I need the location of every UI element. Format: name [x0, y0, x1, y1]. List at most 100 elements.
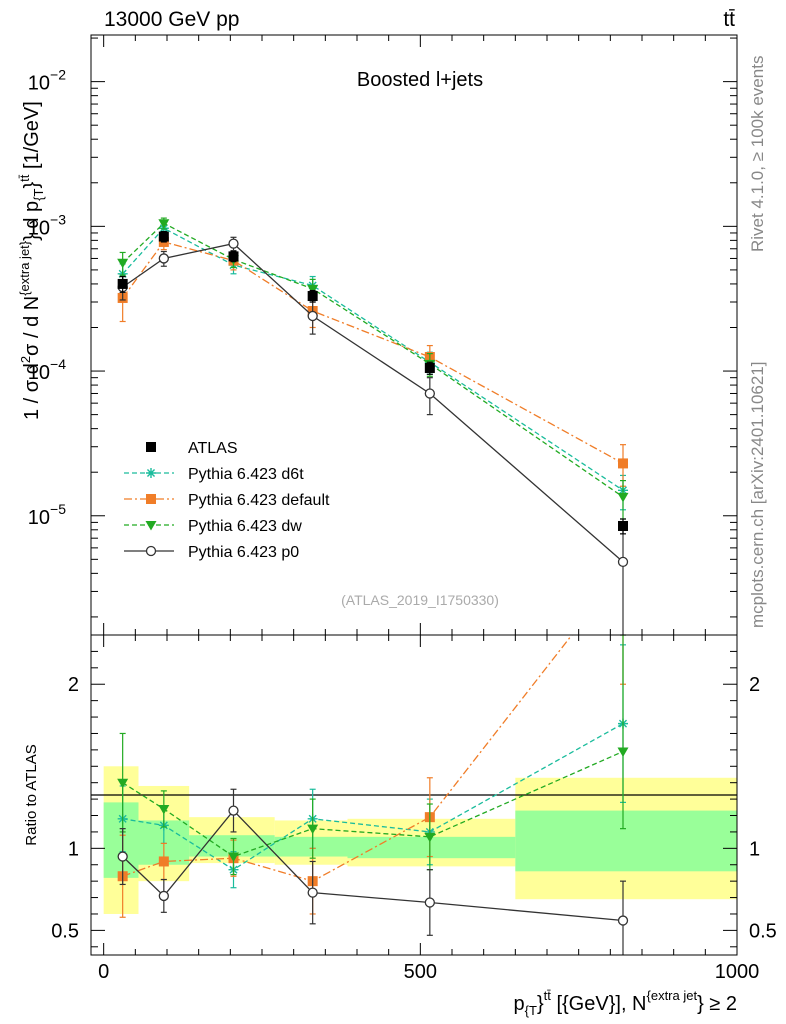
- analysis-id-label: (ATLAS_2019_I1750330): [341, 592, 499, 608]
- ratio-y-tick-label-right: 2: [749, 674, 760, 696]
- legend-entry: Pythia 6.423 dw: [124, 518, 302, 535]
- legend-marker: [146, 442, 156, 452]
- data-point: [617, 492, 629, 503]
- data-point: [617, 556, 629, 568]
- ratio-series-line: [122, 723, 624, 871]
- ratio-plot-frame: [90, 634, 738, 956]
- main-axis-ticks: 10−510−410−310−2: [28, 35, 738, 635]
- x-tick-label: 0: [98, 961, 109, 983]
- x-tick-label: 1000: [715, 961, 760, 983]
- ratio-data-point: [307, 887, 318, 898]
- ylabel-part-2: 2: [18, 356, 33, 363]
- data-point: [228, 238, 239, 249]
- main-y-tick-label: 10−2: [28, 67, 66, 95]
- legend-marker: [146, 468, 156, 478]
- ratio-data-point: [424, 897, 435, 908]
- ratio-data-point: [617, 747, 629, 758]
- ratio-data-point: [158, 890, 169, 902]
- ratio-axis-ticks: 0.5 0.5 1 1 2 2 0 500 1000: [51, 635, 777, 983]
- xlabel-part-3: }: [537, 993, 544, 1015]
- series-line: [122, 227, 624, 491]
- ratio-series-line: [122, 635, 573, 882]
- main-y-tick-label: 10−3: [28, 211, 66, 239]
- main-y-tick-label-exp: −4: [50, 356, 66, 372]
- x-axis-label: p{T}tt̄ [{GeV}], N{extra jet} ≥ 2: [514, 988, 737, 1018]
- ratio-series-line: [122, 750, 624, 858]
- ratio-data-point: [228, 805, 239, 816]
- main-y-tick-label-base: 10: [28, 362, 50, 384]
- data-point: [307, 291, 318, 302]
- legend-label: Pythia 6.423 p0: [188, 544, 299, 561]
- data-point: [117, 258, 129, 269]
- ratio-series-pythia-6-423-p0: [117, 788, 629, 955]
- main-y-tick-label-exp: −3: [50, 211, 66, 227]
- data-point: [117, 278, 128, 289]
- legend-label: Pythia 6.423 d6t: [188, 466, 304, 483]
- series-line: [122, 241, 624, 464]
- header-right-text: tt̄: [723, 8, 735, 31]
- data-point: [307, 284, 319, 295]
- xlabel-part-8: ≥ 2: [704, 993, 737, 1015]
- xlabel-part-5: [{GeV}], N: [551, 993, 647, 1015]
- ylabel-part-3: σ / d N: [21, 296, 43, 356]
- series-line: [122, 222, 624, 498]
- legend-label: ATLAS: [188, 440, 238, 457]
- ylabel-part-4: {extra jet}: [17, 240, 32, 296]
- main-y-tick-label-base: 10: [28, 217, 50, 239]
- xlabel-part-1: p: [514, 993, 525, 1015]
- ratio-data-point: [307, 824, 319, 835]
- legend-marker: [145, 545, 157, 557]
- ratio-y-tick-label-right: 0.5: [749, 920, 777, 942]
- data-point: [618, 458, 628, 469]
- legend-entry: Pythia 6.423 default: [124, 492, 330, 509]
- main-y-tick-label: 10−5: [28, 501, 66, 529]
- ylabel-part-9: [1/GeV]: [21, 101, 43, 174]
- x-tick-label: 500: [404, 961, 437, 983]
- rivet-version-label: Rivet 4.1.0, ≥ 100k events: [748, 56, 767, 252]
- y-axis-label: 1 / σ d2σ / d N{extra jet}} d p{T}tt̄ [1…: [17, 101, 46, 420]
- ratio-data-point: [117, 778, 129, 789]
- ratio-data-point: [424, 832, 436, 843]
- ratio-data-point: [117, 851, 128, 862]
- main-series-group: [117, 217, 629, 636]
- ratio-data-point: [617, 915, 629, 926]
- green-band-bin: [347, 836, 516, 859]
- ratio-uncertainty-bands: [103, 766, 737, 914]
- xlabel-part-2: {T: [525, 1003, 537, 1018]
- mcplots-source-label: mcplots.cern.ch [arXiv:2401.10621]: [748, 362, 767, 628]
- legend: ATLAS Pythia 6.423 d6t Pythia 6.423 defaul…: [124, 440, 330, 561]
- legend-marker: [145, 521, 157, 531]
- data-point: [424, 362, 435, 373]
- ratio-series-line: [122, 809, 624, 922]
- ylabel-part-8: tt̄: [17, 174, 32, 182]
- ratio-series-group: [117, 635, 629, 955]
- ylabel-part-7: }: [21, 182, 43, 189]
- legend-label: Pythia 6.423 dw: [188, 518, 302, 535]
- legend-entry: Pythia 6.423 d6t: [124, 466, 304, 483]
- legend-label: Pythia 6.423 default: [188, 492, 330, 509]
- legend-entry: ATLAS: [146, 440, 238, 457]
- ylabel-part-5: } d p: [21, 201, 43, 241]
- legend-entry: Pythia 6.423 p0: [124, 544, 299, 561]
- series-line: [122, 242, 624, 563]
- ratio-plot-panel: 0.5 0.51 12 20 500 1000 Ratio to ATLAS p{T}tt…: [23, 634, 777, 1018]
- ratio-y-tick-label: 1: [68, 838, 79, 860]
- ylabel-part-6: {T: [31, 188, 46, 200]
- green-band-bin: [515, 810, 737, 872]
- series-pythia-6-423-p0: [117, 236, 629, 636]
- xlabel-part-7: }: [697, 993, 704, 1015]
- xlabel-part-6: {extra jet: [647, 988, 698, 1003]
- ratio-data-point: [158, 804, 170, 815]
- main-y-tick-label-base: 10: [28, 73, 50, 95]
- ratio-y-axis-label: Ratio to ATLAS: [23, 744, 40, 845]
- series-atlas: [117, 230, 628, 535]
- data-point: [424, 388, 435, 399]
- plot-title: Boosted l+jets: [357, 69, 483, 91]
- ratio-y-tick-label: 0.5: [51, 920, 79, 942]
- green-band-bin: [274, 836, 348, 857]
- ratio-y-tick-label: 2: [68, 674, 79, 696]
- main-y-tick-label-exp: −5: [50, 501, 66, 517]
- ylabel-part-1: 1 / σ d: [21, 363, 43, 420]
- main-y-tick-label: 10−4: [28, 356, 66, 384]
